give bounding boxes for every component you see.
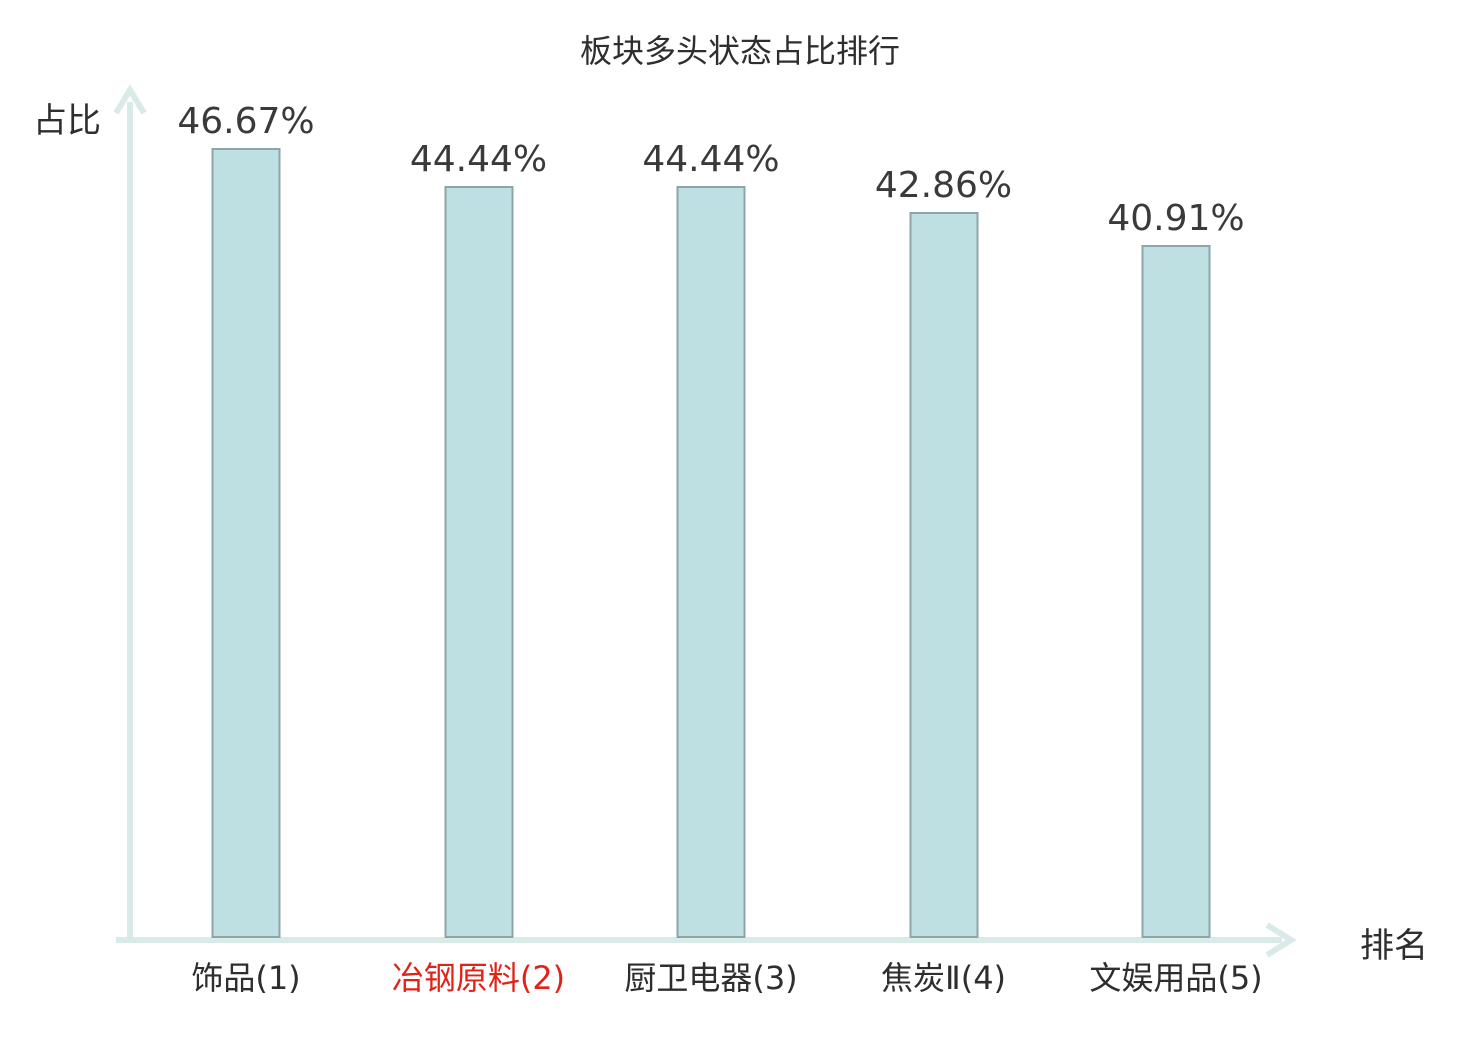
x-tick-label: 冶钢原料(2) xyxy=(391,959,566,997)
bar-value-label: 40.91% xyxy=(1107,198,1245,240)
bar xyxy=(909,212,978,938)
bar-value-label: 42.86% xyxy=(874,165,1013,207)
x-tick-label: 焦炭Ⅱ(4) xyxy=(880,959,1007,997)
y-axis-label: 占比 xyxy=(33,101,101,141)
bar xyxy=(444,185,513,938)
bar xyxy=(211,147,281,938)
x-tick-label: 文娱用品(5) xyxy=(1089,959,1263,997)
chart-title: 板块多头状态占比排行 xyxy=(579,32,900,70)
bar xyxy=(676,185,746,938)
y-axis-arrow-icon xyxy=(113,84,147,115)
bar-value-label: 44.44% xyxy=(409,138,548,180)
x-axis-label: 排名 xyxy=(1360,926,1428,966)
bar xyxy=(1141,245,1211,938)
bar-value-label: 46.67% xyxy=(177,100,315,142)
x-tick-label: 厨卫电器(3) xyxy=(624,959,798,997)
bar-value-label: 44.44% xyxy=(642,138,780,180)
x-axis-arrow-icon xyxy=(1265,922,1297,958)
x-tick-label: 饰品(1) xyxy=(191,959,301,997)
